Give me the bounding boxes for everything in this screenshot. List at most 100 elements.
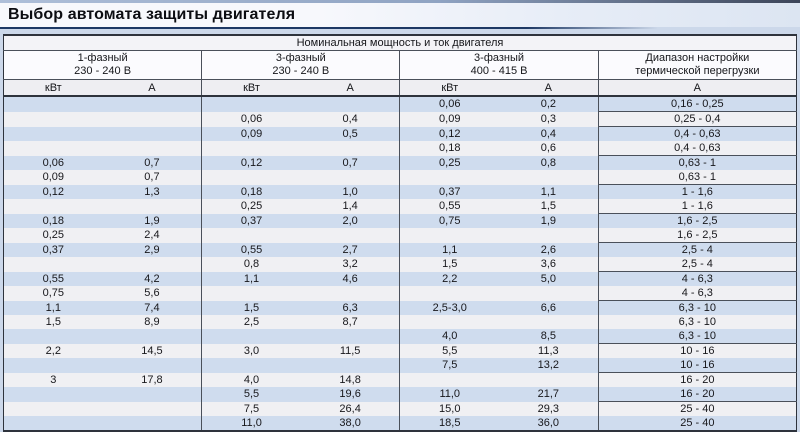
table-row: 0,12 1,3 0,18 1,0 0,37 1,1 1 - 1,6 [3, 184, 797, 199]
value-cell: 19,6 [339, 388, 361, 401]
table-row: 0,25 2,4 1,6 - 2,5 [3, 228, 797, 243]
value-cell: 5,5 [399, 343, 500, 358]
value-cell [4, 141, 103, 156]
value-cell [201, 228, 301, 243]
title-underline-rule [0, 27, 658, 29]
value-cell: 11,0 [399, 387, 500, 402]
group-header-row: 1-фазный 230 - 240 В 3-фазный 230 - 240 В 3-… [3, 50, 797, 80]
value-cell: 0,25 [201, 199, 301, 214]
value-cell: 4,6 [342, 272, 358, 285]
overload-range-cell: 0,4 - 0,63 [597, 126, 797, 141]
value-cell [103, 199, 202, 214]
value-cell: 1,1 [45, 301, 61, 314]
value-cell [201, 170, 301, 185]
unit-header: А [597, 79, 797, 97]
value-cell: 7,4 [144, 301, 160, 314]
value-cell: 0,5 [342, 127, 358, 140]
value-cell [499, 170, 598, 185]
value-cell: 0,3 [540, 113, 556, 125]
value-cell: 0,25 [42, 229, 65, 242]
value-cell: 0,12 [201, 155, 301, 170]
value-cell [201, 329, 301, 344]
value-cell [301, 286, 400, 301]
value-cell: 0,37 [399, 184, 500, 199]
value-cell: 2,5-3,0 [399, 300, 500, 315]
table-row: 0,09 0,5 0,12 0,4 0,4 - 0,63 [3, 126, 797, 142]
value-cell: 1,5 [201, 300, 301, 315]
value-cell [201, 358, 301, 373]
value-cell [499, 228, 598, 243]
value-cell [499, 286, 598, 301]
table-row: 0,55 4,2 1,1 4,6 2,2 5,0 4 - 6,3 [3, 271, 797, 286]
value-cell: 2,7 [342, 243, 358, 256]
value-cell [103, 358, 202, 373]
value-cell: 5,5 [201, 387, 301, 402]
value-cell [103, 329, 202, 344]
value-cell [103, 112, 202, 127]
value-cell: 0,06 [399, 96, 500, 112]
value-cell: 1,9 [540, 214, 556, 227]
value-cell [399, 315, 500, 329]
overload-range-cell: 4 - 6,3 [597, 271, 797, 286]
value-cell: 0,12 [42, 185, 65, 198]
overload-range-cell: 6,3 - 10 [597, 329, 797, 344]
value-cell [4, 257, 103, 272]
span-header-row: Номинальная мощность и ток двигателя [3, 35, 797, 51]
value-cell: 5,0 [540, 272, 556, 285]
title-band: Выбор автомата защиты двигателя [0, 3, 800, 27]
value-cell: 0,75 [399, 213, 500, 228]
value-cell: 26,4 [339, 402, 361, 415]
unit-header: кВт [399, 79, 500, 97]
top-accent-strip [0, 0, 800, 3]
value-cell: 21,7 [537, 388, 560, 401]
table-row: 5,5 19,6 11,0 21,7 16 - 20 [3, 387, 797, 402]
value-cell: 0,25 [399, 155, 500, 170]
value-cell: 0,55 [201, 242, 301, 257]
table-row: 7,5 26,4 15,0 29,3 25 - 40 [3, 401, 797, 417]
value-cell: 14,8 [339, 373, 361, 386]
unit-header: А [102, 79, 202, 97]
overload-range-cell: 1 - 1,6 [597, 199, 797, 214]
overload-range-cell: 1,6 - 2,5 [597, 228, 797, 243]
value-cell [301, 96, 400, 112]
value-cell: 8,7 [342, 316, 358, 328]
value-cell [301, 170, 400, 185]
table-row: 0,06 0,4 0,09 0,3 0,25 - 0,4 [3, 111, 797, 127]
value-cell: 2,2 [399, 271, 500, 286]
value-cell: 0,12 [399, 126, 500, 141]
table-row: 11,0 38,0 18,5 36,0 25 - 40 [3, 416, 797, 431]
value-cell [4, 127, 103, 142]
value-cell: 1,5 [45, 316, 61, 328]
value-cell: 0,06 [201, 111, 301, 127]
value-cell [201, 286, 301, 301]
value-cell: 0,55 [42, 272, 65, 285]
overload-range-cell: 2,5 - 4 [597, 242, 797, 257]
value-cell: 0,18 [42, 214, 65, 227]
value-cell: 36,0 [537, 417, 560, 429]
value-cell [4, 402, 103, 417]
value-cell: 1,3 [144, 185, 160, 198]
table-row: 0,37 2,9 0,55 2,7 1,1 2,6 2,5 - 4 [3, 242, 797, 257]
value-cell [201, 141, 301, 156]
value-cell: 11,3 [538, 344, 559, 357]
motor-protection-table: Номинальная мощность и ток двигателя 1-ф… [3, 34, 797, 432]
value-cell: 1,1 [201, 271, 301, 286]
value-cell [4, 329, 103, 344]
overload-range-cell: 1 - 1,6 [597, 184, 797, 199]
value-cell: 0,4 [342, 113, 358, 125]
value-cell: 3 [50, 373, 57, 386]
value-cell: 2,9 [144, 243, 160, 256]
value-cell: 0,8 [201, 257, 301, 272]
value-cell: 15,0 [399, 401, 500, 416]
overload-range-cell: 16 - 20 [597, 387, 797, 402]
value-cell [4, 199, 103, 214]
value-cell [103, 127, 202, 142]
value-cell [399, 170, 500, 185]
value-cell [399, 286, 500, 301]
overload-range-cell: 1,6 - 2,5 [597, 213, 797, 228]
value-cell [301, 329, 400, 344]
table-body: 0,06 0,2 0,16 - 0,25 0,06 0,4 0,09 0,3 0,25 - 0… [3, 96, 797, 431]
value-cell: 3,6 [540, 258, 556, 271]
value-cell [103, 387, 202, 402]
